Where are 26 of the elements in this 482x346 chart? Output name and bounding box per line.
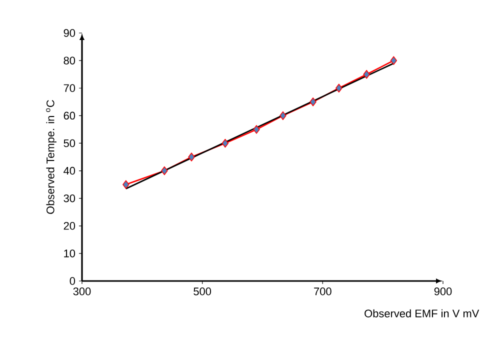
y-tick-label: 10 [64, 250, 76, 258]
point [336, 84, 342, 92]
point [310, 98, 316, 106]
y-tick-label: 60 [64, 112, 76, 120]
y-tick-label: 70 [64, 84, 76, 92]
y-axis-title: Observed Tempe. in $^{o}$C [46, 100, 56, 214]
y-tick-label: 90 [64, 29, 76, 37]
point [188, 152, 195, 162]
y-tick-label: 40 [64, 166, 76, 175]
point [253, 125, 260, 134]
point [363, 70, 370, 79]
x-tick-label: 300 [73, 288, 91, 296]
x-tick-label: 700 [314, 288, 332, 296]
x-tick-label: 500 [194, 288, 212, 296]
y-tick-label: 30 [64, 194, 76, 202]
point [222, 138, 229, 148]
y-tick-label: 80 [64, 56, 76, 64]
x-tick-label: 900 [434, 288, 452, 296]
point [122, 180, 130, 189]
point [280, 111, 286, 120]
point [161, 166, 168, 176]
point [390, 56, 398, 65]
x-axis-title: Observed EMF in V mV [364, 309, 480, 318]
y-tick-label: 20 [64, 222, 76, 230]
y-tick-label: 0 [70, 277, 76, 285]
y-tick-label: 50 [64, 139, 76, 148]
